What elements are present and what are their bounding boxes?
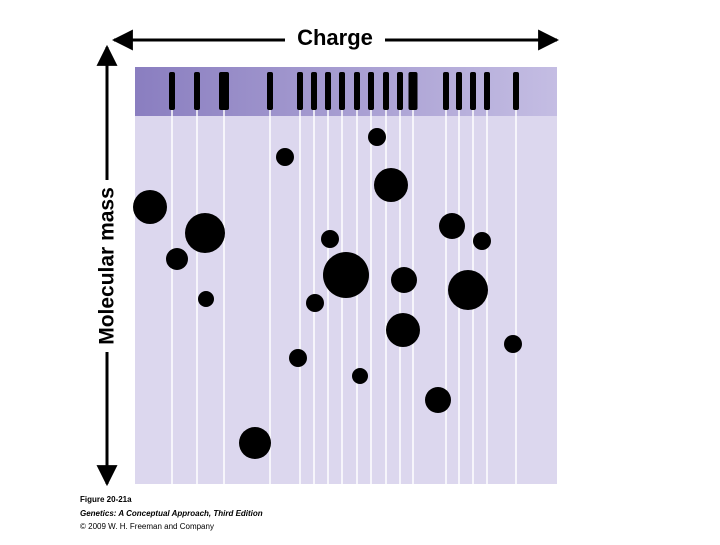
band — [169, 72, 175, 110]
band — [443, 72, 449, 110]
figure-number: Figure 20-21a — [80, 495, 132, 504]
band — [397, 72, 403, 110]
mass-label: Molecular mass — [96, 187, 119, 345]
band — [513, 72, 519, 110]
band — [354, 72, 360, 110]
band — [194, 72, 200, 110]
band — [339, 72, 345, 110]
protein-spot — [323, 252, 369, 298]
band — [219, 72, 229, 110]
source: Genetics: A Conceptual Approach, Third E… — [80, 509, 263, 518]
protein-spot — [239, 427, 271, 459]
protein-spot — [374, 168, 408, 202]
protein-spot — [306, 294, 324, 312]
band — [325, 72, 331, 110]
protein-spot — [185, 213, 225, 253]
band — [297, 72, 303, 110]
lanes — [169, 72, 519, 484]
protein-spot — [439, 213, 465, 239]
band — [470, 72, 476, 110]
band — [311, 72, 317, 110]
protein-spot — [289, 349, 307, 367]
protein-spot — [448, 270, 488, 310]
spots — [133, 128, 522, 459]
band — [368, 72, 374, 110]
protein-spot — [504, 335, 522, 353]
band — [484, 72, 490, 110]
charge-label: Charge — [297, 25, 373, 50]
protein-spot — [133, 190, 167, 224]
band — [408, 72, 418, 110]
protein-spot — [473, 232, 491, 250]
protein-spot — [425, 387, 451, 413]
band — [456, 72, 462, 110]
protein-spot — [198, 291, 214, 307]
protein-spot — [321, 230, 339, 248]
protein-spot — [276, 148, 294, 166]
copyright: © 2009 W. H. Freeman and Company — [80, 522, 214, 531]
protein-spot — [386, 313, 420, 347]
band — [383, 72, 389, 110]
protein-spot — [166, 248, 188, 270]
protein-spot — [391, 267, 417, 293]
protein-spot — [352, 368, 368, 384]
protein-spot — [368, 128, 386, 146]
band — [267, 72, 273, 110]
